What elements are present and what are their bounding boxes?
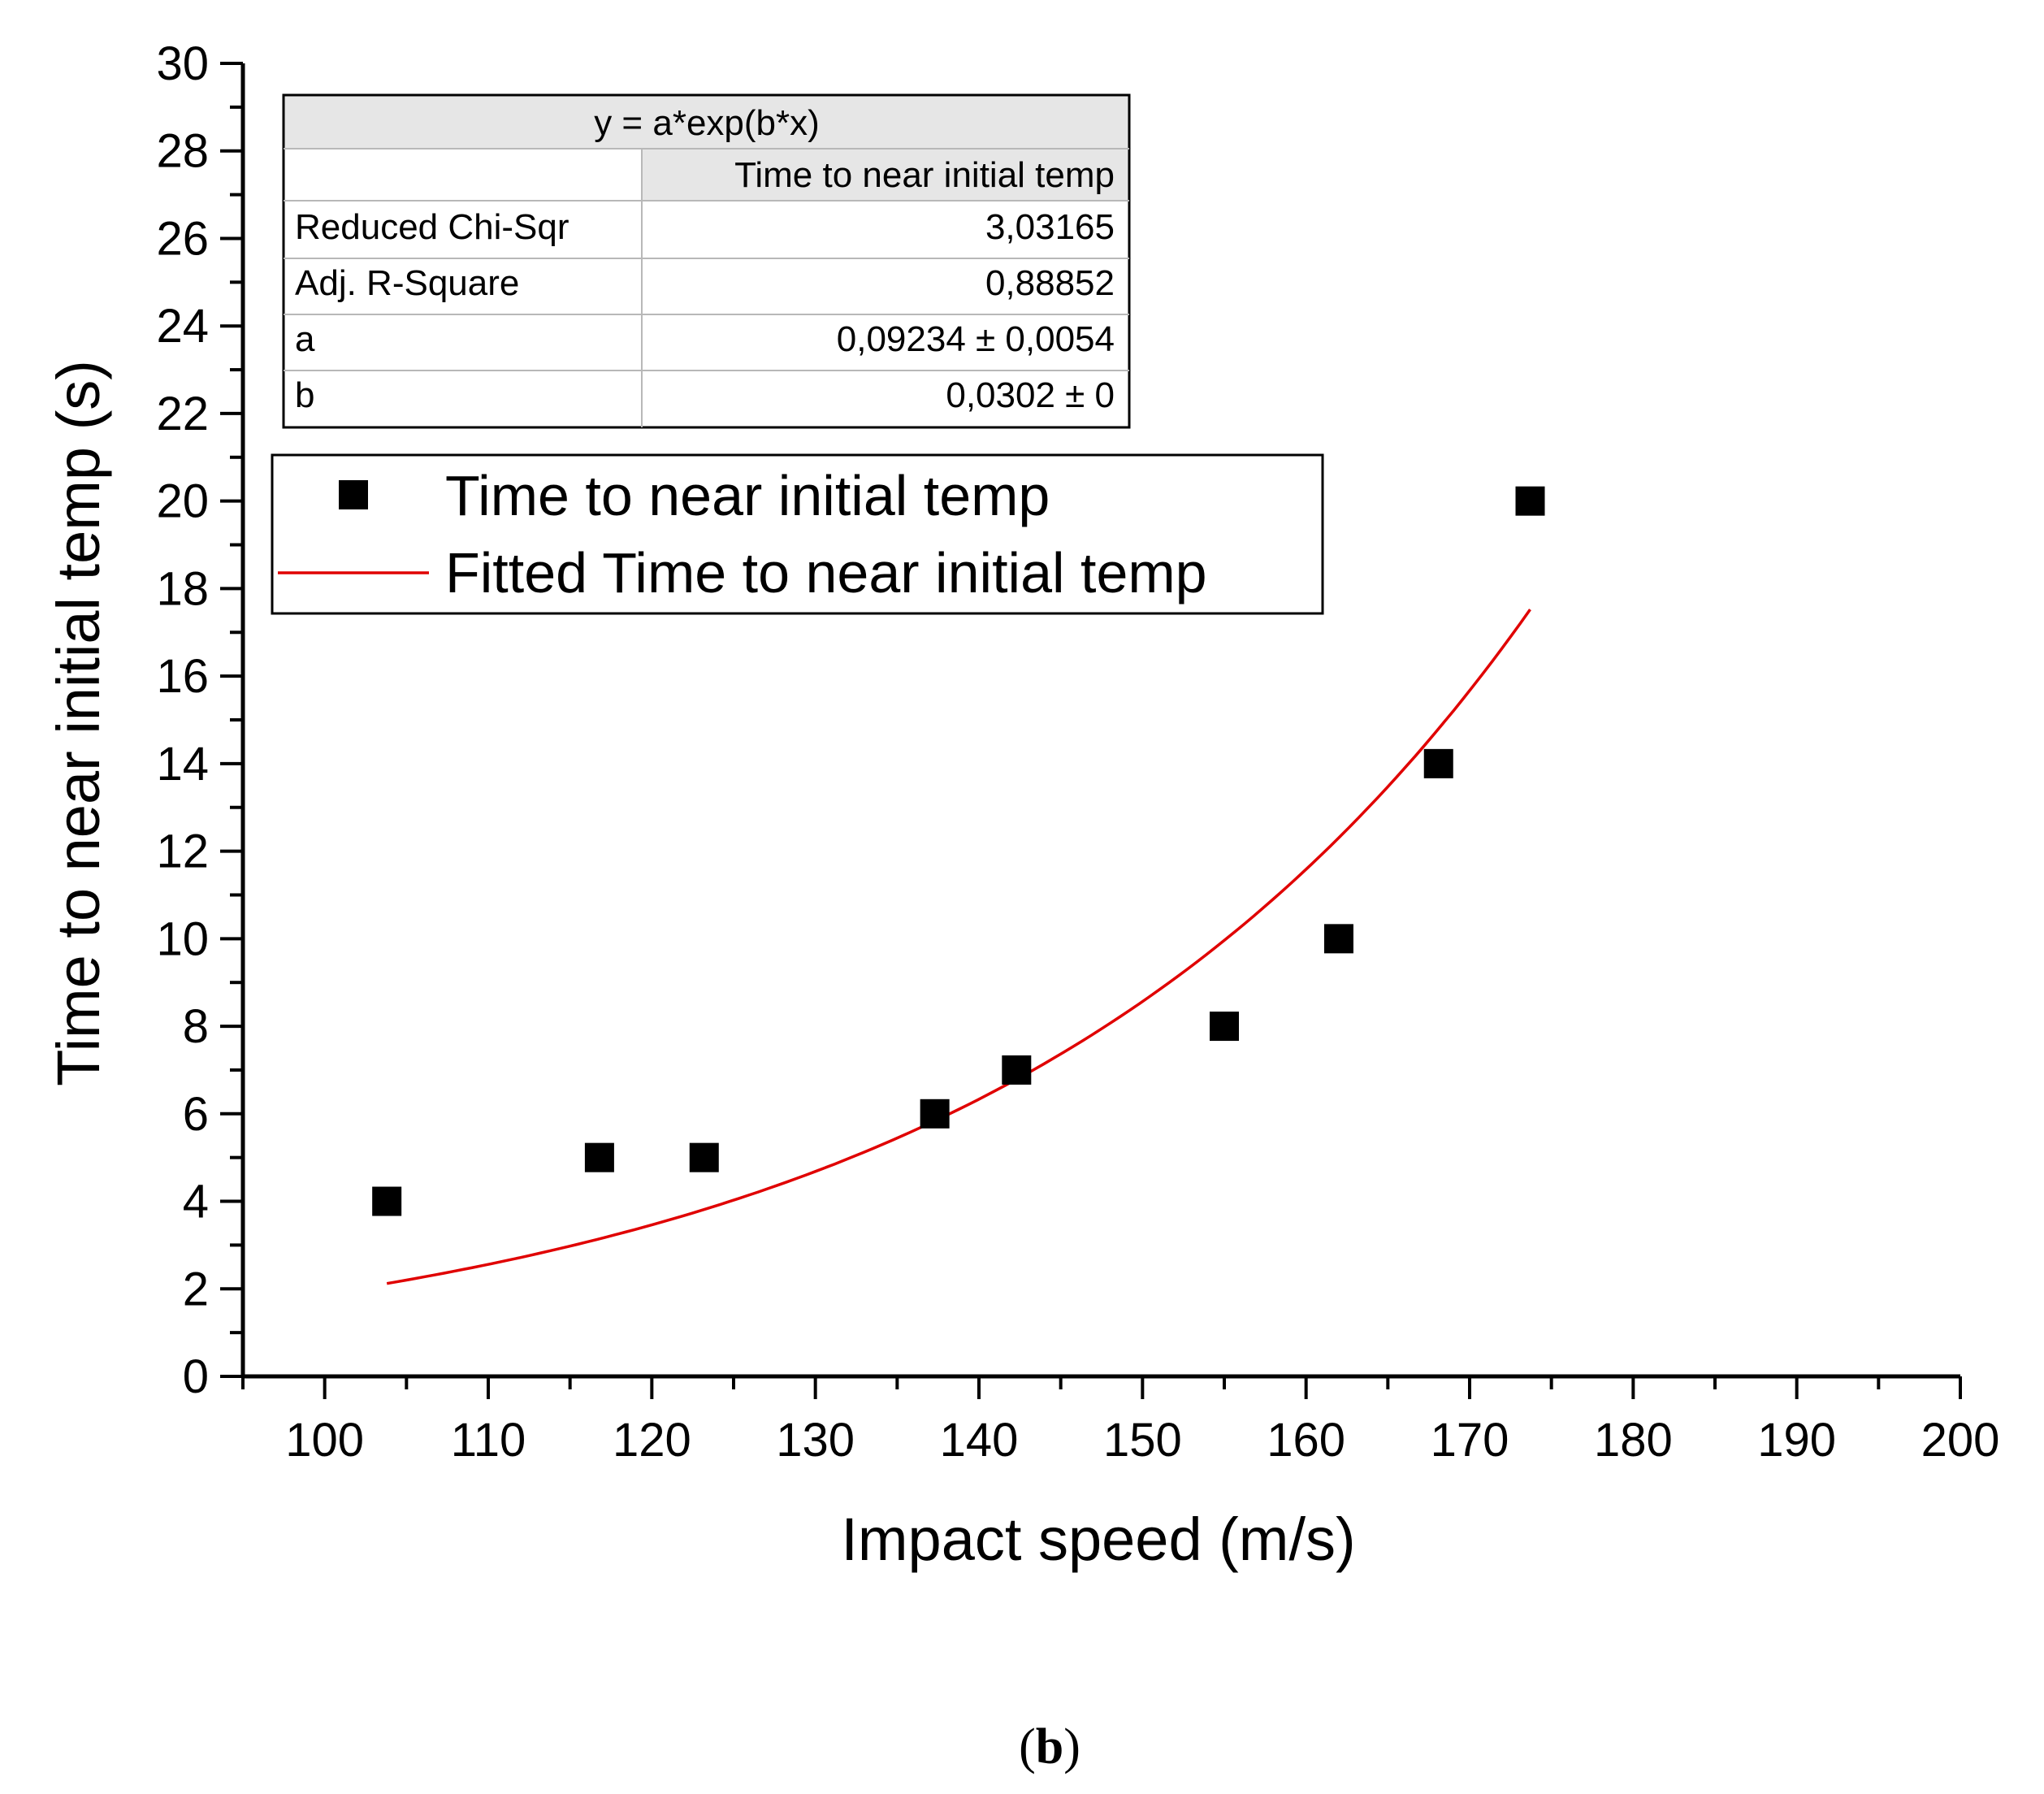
fit-row-value: 0,88852 — [985, 263, 1115, 303]
y-tick-label: 0 — [183, 1350, 209, 1403]
x-tick-label: 160 — [1267, 1414, 1345, 1467]
fit-column-header: Time to near initial temp — [734, 155, 1115, 195]
x-tick-label: 100 — [285, 1414, 364, 1467]
x-tick-label: 120 — [613, 1414, 691, 1467]
fit-curve — [386, 609, 1531, 1285]
y-tick-label: 22 — [156, 388, 209, 440]
data-point — [1423, 748, 1453, 778]
x-axis-ticks: 100 110 120 130 140 150 160 170 180 190 200 — [241, 1376, 2000, 1467]
y-tick-label: 14 — [156, 738, 209, 791]
caption-letter: b — [1036, 1719, 1063, 1774]
y-tick-label: 6 — [183, 1088, 209, 1141]
x-tick-label: 200 — [1921, 1414, 2000, 1467]
caption-open-paren: ( — [1019, 1719, 1036, 1774]
x-tick-label: 190 — [1757, 1414, 1836, 1467]
table-header-bg — [284, 95, 1129, 149]
fit-row-label: Adj. R-Square — [295, 263, 519, 303]
fit-row-value: 0,09234 ± 0,0054 — [837, 319, 1115, 359]
scatter-points — [372, 486, 1545, 1216]
data-point — [689, 1142, 719, 1172]
legend-label-scatter: Time to near initial temp — [445, 464, 1050, 527]
x-tick-label: 140 — [940, 1414, 1019, 1467]
fit-row-label: Reduced Chi-Sqr — [295, 207, 569, 247]
fit-statistics-table: y = a*exp(b*x) Time to near initial temp… — [282, 93, 1131, 429]
y-tick-label: 26 — [156, 212, 209, 265]
table-corner-cell — [284, 149, 642, 201]
y-tick-label: 8 — [183, 1000, 209, 1053]
data-point — [1210, 1012, 1239, 1042]
y-tick-label: 24 — [156, 300, 209, 353]
x-tick-label: 130 — [776, 1414, 855, 1467]
y-tick-label: 28 — [156, 125, 209, 178]
x-axis-title: Impact speed (m/s) — [841, 1506, 1355, 1573]
data-point — [1323, 924, 1353, 954]
y-tick-label: 18 — [156, 562, 209, 615]
figure-caption: (b) — [1019, 1719, 1080, 1774]
table-colheader-bg — [642, 149, 1129, 201]
x-tick-label: 110 — [451, 1414, 526, 1467]
y-tick-label: 30 — [156, 37, 209, 90]
fit-equation: y = a*exp(b*x) — [594, 103, 820, 143]
fit-row-value: 3,03165 — [985, 207, 1115, 247]
table-border — [282, 93, 1131, 429]
y-tick-label: 2 — [183, 1263, 209, 1315]
caption-close-paren: ) — [1063, 1719, 1080, 1774]
legend-label-fit: Fitted Time to near initial temp — [445, 541, 1207, 604]
fit-row-value: 0,0302 ± 0 — [946, 375, 1115, 415]
x-tick-label: 170 — [1431, 1414, 1509, 1467]
data-point — [920, 1098, 950, 1129]
legend: Time to near initial temp Fitted Time to… — [271, 453, 1324, 615]
x-tick-label: 180 — [1594, 1414, 1673, 1467]
legend-box — [271, 453, 1324, 615]
y-tick-label: 12 — [156, 826, 209, 878]
fit-row-label: b — [295, 375, 314, 415]
data-point — [1515, 486, 1545, 516]
x-tick-label: 150 — [1103, 1414, 1182, 1467]
data-point — [372, 1186, 402, 1216]
data-point — [1002, 1055, 1032, 1085]
y-tick-label: 16 — [156, 650, 209, 703]
legend-square-marker — [339, 480, 368, 509]
y-tick-label: 20 — [156, 475, 209, 528]
y-tick-label: 10 — [156, 912, 209, 965]
data-point — [584, 1142, 614, 1172]
fit-row-label: a — [295, 319, 315, 359]
y-tick-label: 4 — [183, 1176, 209, 1228]
y-axis-title: Time to near initial temp (s) — [45, 360, 112, 1086]
